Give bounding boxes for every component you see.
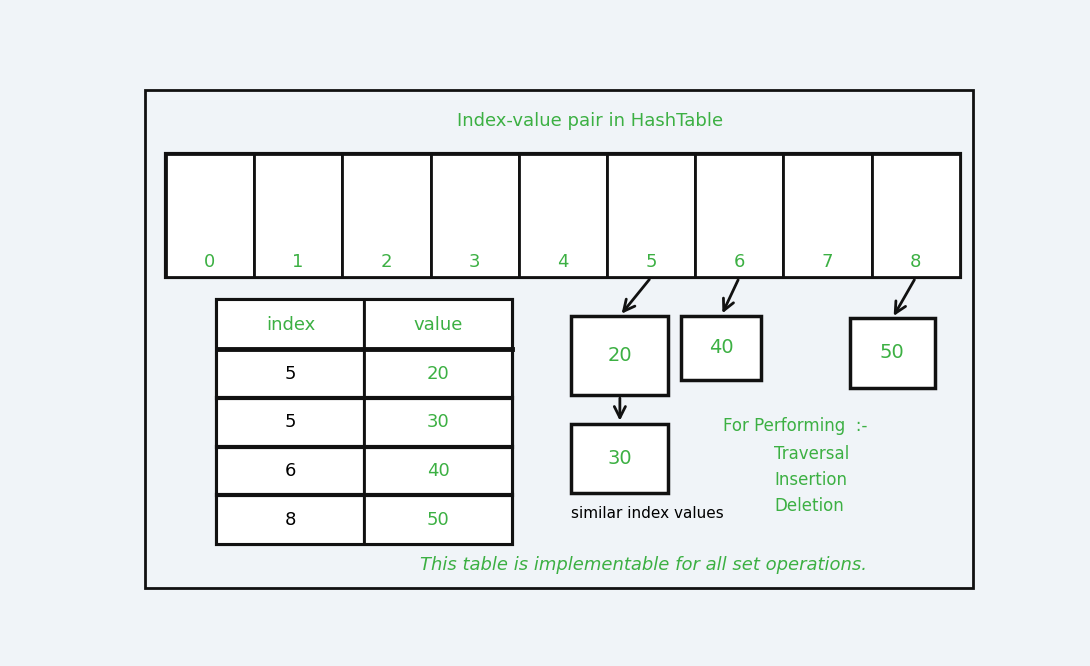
Bar (872, 155, 960, 277)
Text: For Performing  :-: For Performing :- (724, 417, 868, 435)
Text: 30: 30 (607, 449, 632, 468)
Text: 8: 8 (910, 253, 921, 271)
Bar (571, 316, 668, 396)
Text: 1: 1 (292, 253, 304, 271)
Bar (364, 349, 512, 398)
Text: similar index values: similar index values (571, 505, 724, 521)
Bar (364, 447, 512, 496)
Bar (217, 300, 364, 349)
Bar (607, 155, 695, 277)
Text: 40: 40 (427, 462, 449, 480)
Text: 30: 30 (427, 413, 449, 431)
Text: This table is implementable for all set operations.: This table is implementable for all set … (420, 555, 867, 573)
Bar (571, 424, 668, 493)
Text: 5: 5 (284, 364, 296, 382)
Bar (519, 155, 607, 277)
Text: 50: 50 (427, 511, 449, 529)
Bar (217, 349, 364, 398)
Text: 6: 6 (734, 253, 744, 271)
Text: 3: 3 (469, 253, 481, 271)
Text: Index-value pair in HashTable: Index-value pair in HashTable (458, 112, 724, 130)
Text: 5: 5 (284, 413, 296, 431)
Text: 8: 8 (284, 511, 296, 529)
Bar (217, 447, 364, 496)
Bar (681, 316, 761, 380)
Text: value: value (413, 316, 463, 334)
Text: 5: 5 (645, 253, 657, 271)
Bar (166, 155, 254, 277)
Text: 6: 6 (284, 462, 296, 480)
Bar (364, 398, 512, 447)
Bar (364, 300, 512, 349)
Text: 20: 20 (607, 346, 632, 365)
Text: Insertion: Insertion (774, 471, 847, 489)
Text: 40: 40 (708, 338, 734, 358)
Text: 4: 4 (557, 253, 569, 271)
Bar (217, 496, 364, 544)
Text: 2: 2 (380, 253, 392, 271)
Bar (217, 300, 512, 544)
Bar (342, 155, 431, 277)
Bar (166, 155, 960, 277)
Text: Deletion: Deletion (774, 497, 844, 515)
Text: 0: 0 (204, 253, 216, 271)
Bar (784, 155, 872, 277)
Bar (431, 155, 519, 277)
Bar (695, 155, 784, 277)
Text: Traversal: Traversal (774, 446, 849, 464)
Text: 50: 50 (880, 344, 905, 362)
Text: 7: 7 (822, 253, 833, 271)
Bar (364, 496, 512, 544)
Text: 20: 20 (427, 364, 449, 382)
Text: index: index (266, 316, 315, 334)
Bar (254, 155, 342, 277)
Bar (850, 318, 934, 388)
Bar (217, 398, 364, 447)
